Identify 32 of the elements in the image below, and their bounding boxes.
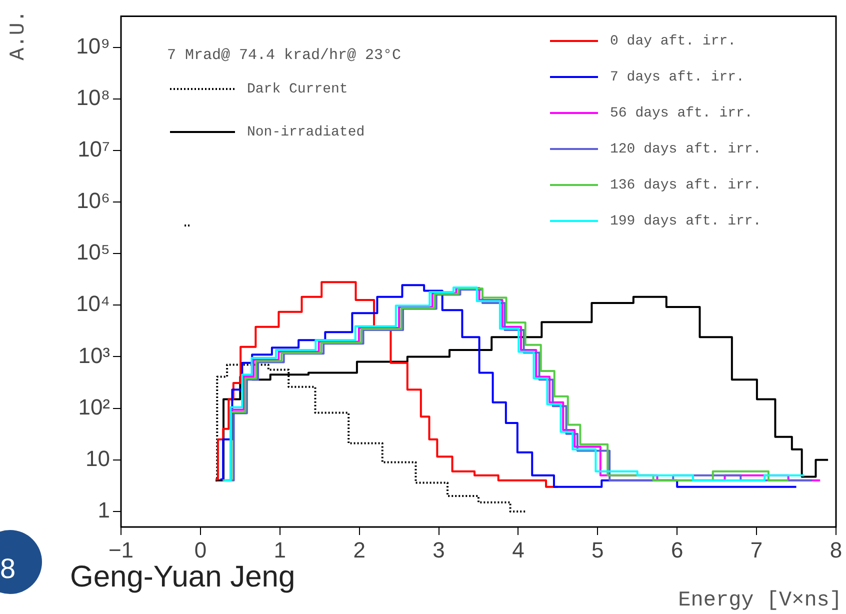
y-tick-label: 10⁸: [76, 84, 110, 110]
x-tick-label: 6: [670, 537, 684, 562]
legend-label: 7 days aft. irr.: [610, 70, 744, 86]
y-tick-label: 10: [86, 446, 110, 471]
x-axis-title: Energy [V×ns]: [678, 590, 842, 613]
x-tick-label: 7: [750, 537, 763, 562]
x-tick-label: −1: [108, 537, 134, 562]
legend-label: 199 days aft. irr.: [610, 214, 762, 230]
legend-label: Non-irradiated: [247, 124, 365, 141]
legend-label: 0 day aft. irr.: [610, 34, 736, 50]
y-tick-label: 10²: [78, 394, 110, 420]
x-tick-label: 5: [592, 537, 604, 562]
text: Geng-Yuan Jeng: [70, 560, 296, 594]
x-tick-label: 4: [512, 537, 524, 562]
legend-label: Dark Current: [247, 82, 348, 98]
y-axis-title: A.U.: [8, 10, 31, 60]
y-tick-label: 10⁷: [78, 136, 110, 162]
y-tick-label: 10³: [78, 342, 110, 368]
x-tick-label: 3: [432, 537, 445, 562]
y-tick-label: 10⁹: [76, 33, 110, 58]
y-tick-label: 1: [98, 498, 110, 523]
legend-label: 136 days aft. irr.: [610, 178, 762, 194]
x-tick-label: 0: [194, 537, 207, 562]
legend-label: 120 days aft. irr.: [610, 142, 762, 158]
y-tick-label: 10⁶: [76, 188, 110, 214]
annotation: 7 Mrad@ 74.4 krad/hr@ 23°C: [167, 46, 402, 64]
x-tick-label: 1: [274, 537, 286, 562]
x-tick-label: 2: [353, 537, 366, 562]
y-tick-label: 10⁵: [76, 240, 110, 265]
x-tick-label: 8: [830, 537, 842, 562]
y-tick-label: 10⁴: [76, 291, 110, 316]
legend-label: 56 days aft. irr.: [610, 106, 753, 122]
